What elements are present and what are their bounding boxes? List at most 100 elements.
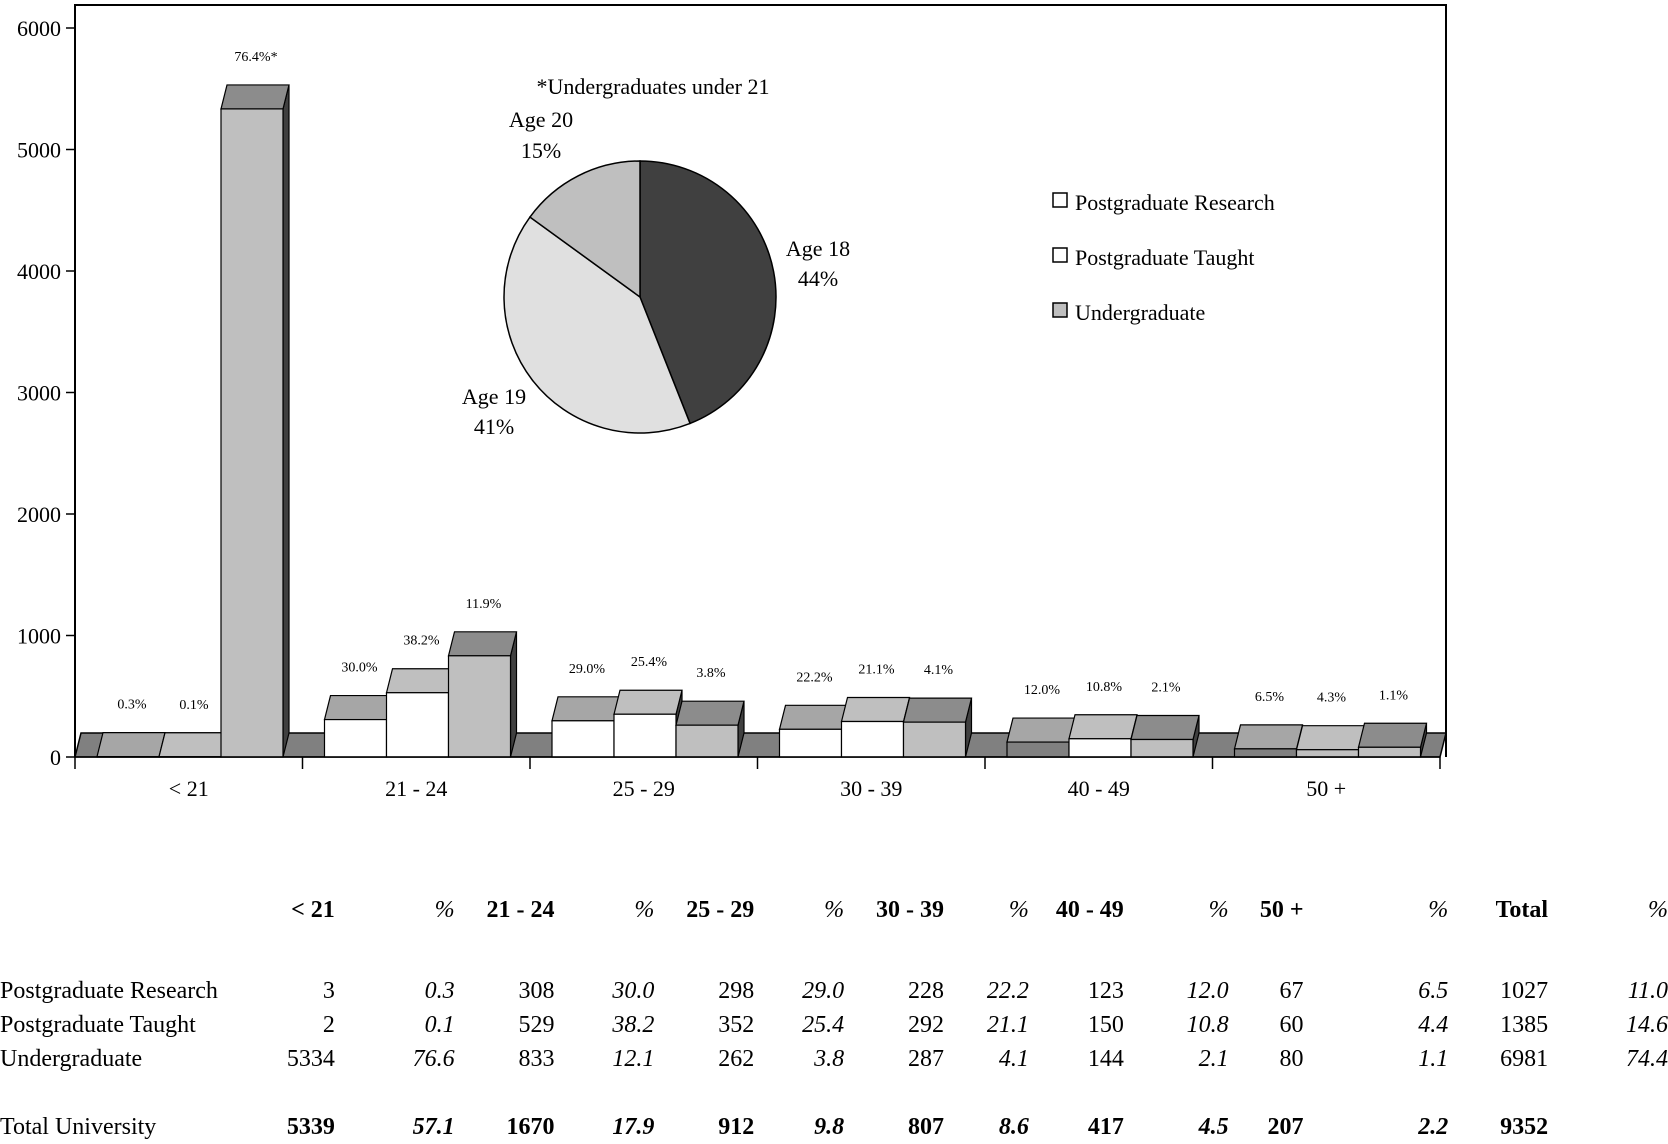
table-cell: 11.0: [1548, 974, 1668, 1008]
bar-percent-label: 0.3%: [117, 698, 147, 713]
bar-percent-label: 29.0%: [569, 662, 606, 677]
total-cell: 912: [654, 1110, 754, 1144]
table-header-cell: %: [1304, 880, 1449, 940]
table-cell: 4.4: [1304, 1008, 1449, 1042]
bar-percent-label: 21.1%: [858, 663, 895, 678]
bar-undergraduate: [449, 656, 511, 757]
pie-slice-label: Age 18: [786, 236, 850, 261]
pie-slice-percent: 41%: [474, 414, 514, 439]
table-cell: 76.6: [335, 1042, 455, 1076]
table-cell: 74.4: [1548, 1042, 1668, 1076]
legend-item: Postgraduate Taught: [1075, 245, 1255, 270]
bar-percent-label: 22.2%: [796, 670, 833, 685]
bar-percent-label: 4.3%: [1317, 691, 1347, 706]
row-label: Postgraduate Research: [0, 974, 240, 1008]
table-header-cell: %: [944, 880, 1029, 940]
table-header-cell: 50 +: [1229, 880, 1304, 940]
table-cell: 833: [455, 1042, 555, 1076]
bar-postgraduate-taught: [387, 693, 449, 757]
table-cell: 150: [1029, 1008, 1124, 1042]
bar-top: [1297, 726, 1365, 750]
table-cell: 298: [654, 974, 754, 1008]
bar-top: [449, 632, 517, 656]
data-table: < 21%21 - 24%25 - 29%30 - 39%40 - 49%50 …: [0, 880, 1668, 1144]
bar-side: [283, 85, 289, 757]
bar-percent-label: 12.0%: [1024, 683, 1061, 698]
bar-postgraduate-research: [1235, 749, 1297, 757]
bar-undergraduate: [1359, 747, 1421, 757]
x-tick-label: 50 +: [1306, 776, 1346, 801]
bar-postgraduate-taught: [842, 722, 904, 757]
table-header-cell: 25 - 29: [654, 880, 754, 940]
table-cell: 5334: [240, 1042, 335, 1076]
bar-top: [552, 697, 620, 721]
bar-percent-label: 2.1%: [1151, 681, 1181, 696]
table-cell: 144: [1029, 1042, 1124, 1076]
bar-top: [780, 705, 848, 729]
table-cell: 1385: [1448, 1008, 1548, 1042]
bar-percent-labels: 0.3%0.1%76.4%*30.0%38.2%11.9%29.0%25.4%3…: [117, 50, 1408, 713]
bar-top: [221, 85, 289, 109]
bar-percent-label: 10.8%: [1086, 680, 1123, 695]
bar-undergraduate: [904, 722, 966, 757]
bar-percent-label: 30.0%: [341, 661, 378, 676]
y-tick-label: 0: [50, 745, 61, 770]
bar-percent-label: 6.5%: [1255, 690, 1285, 705]
bar-percent-label: 0.1%: [179, 698, 209, 713]
bar-percent-label: 4.1%: [924, 663, 954, 678]
table-header-cell: %: [1548, 880, 1668, 940]
table-header-cell: %: [335, 880, 455, 940]
table-cell: 352: [654, 1008, 754, 1042]
bar-top: [159, 733, 227, 757]
table-header-cell: < 21: [240, 880, 335, 940]
row-label: Postgraduate Taught: [0, 1008, 240, 1042]
x-tick-label: < 21: [169, 776, 209, 801]
pie-slice-label: Age 20: [509, 107, 573, 132]
total-cell: 2.2: [1304, 1110, 1449, 1144]
bar-top: [1007, 718, 1075, 742]
bar-undergraduate: [221, 109, 283, 757]
total-cell: 5339: [240, 1110, 335, 1144]
bar-postgraduate-taught: [1069, 739, 1131, 757]
table-cell: 29.0: [754, 974, 844, 1008]
table-header-cell: %: [1124, 880, 1229, 940]
table-cell: 6.5: [1304, 974, 1449, 1008]
table-cell: 6981: [1448, 1042, 1548, 1076]
y-tick-label: 6000: [17, 16, 61, 41]
table-cell: 529: [455, 1008, 555, 1042]
table-header-cell: %: [754, 880, 844, 940]
table-cell: 14.6: [1548, 1008, 1668, 1042]
table-cell: 0.3: [335, 974, 455, 1008]
total-cell: 9.8: [754, 1110, 844, 1144]
table-header-row: < 21%21 - 24%25 - 29%30 - 39%40 - 49%50 …: [0, 880, 1668, 940]
table-header-cell: 21 - 24: [455, 880, 555, 940]
table-cell: 60: [1229, 1008, 1304, 1042]
table-cell: 2.1: [1124, 1042, 1229, 1076]
table-header-cell: 30 - 39: [844, 880, 944, 940]
table-cell: 67: [1229, 974, 1304, 1008]
bar-postgraduate-research: [325, 720, 387, 757]
y-tick-label: 5000: [17, 138, 61, 163]
bar-postgraduate-research: [780, 729, 842, 757]
x-tick-label: 40 - 49: [1068, 776, 1130, 801]
bar-postgraduate-taught: [614, 714, 676, 757]
table-cell: 12.0: [1124, 974, 1229, 1008]
y-tick-label: 3000: [17, 381, 61, 406]
table-cell: 0.1: [335, 1008, 455, 1042]
legend-swatch: [1053, 193, 1067, 207]
bar-percent-label: 76.4%*: [234, 50, 277, 65]
table-cell: 22.2: [944, 974, 1029, 1008]
pie-slice-percent: 15%: [521, 138, 561, 163]
bar-percent-label: 38.2%: [403, 634, 440, 649]
bar-undergraduate: [1131, 740, 1193, 757]
total-cell: 57.1: [335, 1110, 455, 1144]
bar-top: [1235, 725, 1303, 749]
legend-swatch: [1053, 303, 1067, 317]
table-cell: 4.1: [944, 1042, 1029, 1076]
bar-top: [904, 698, 972, 722]
